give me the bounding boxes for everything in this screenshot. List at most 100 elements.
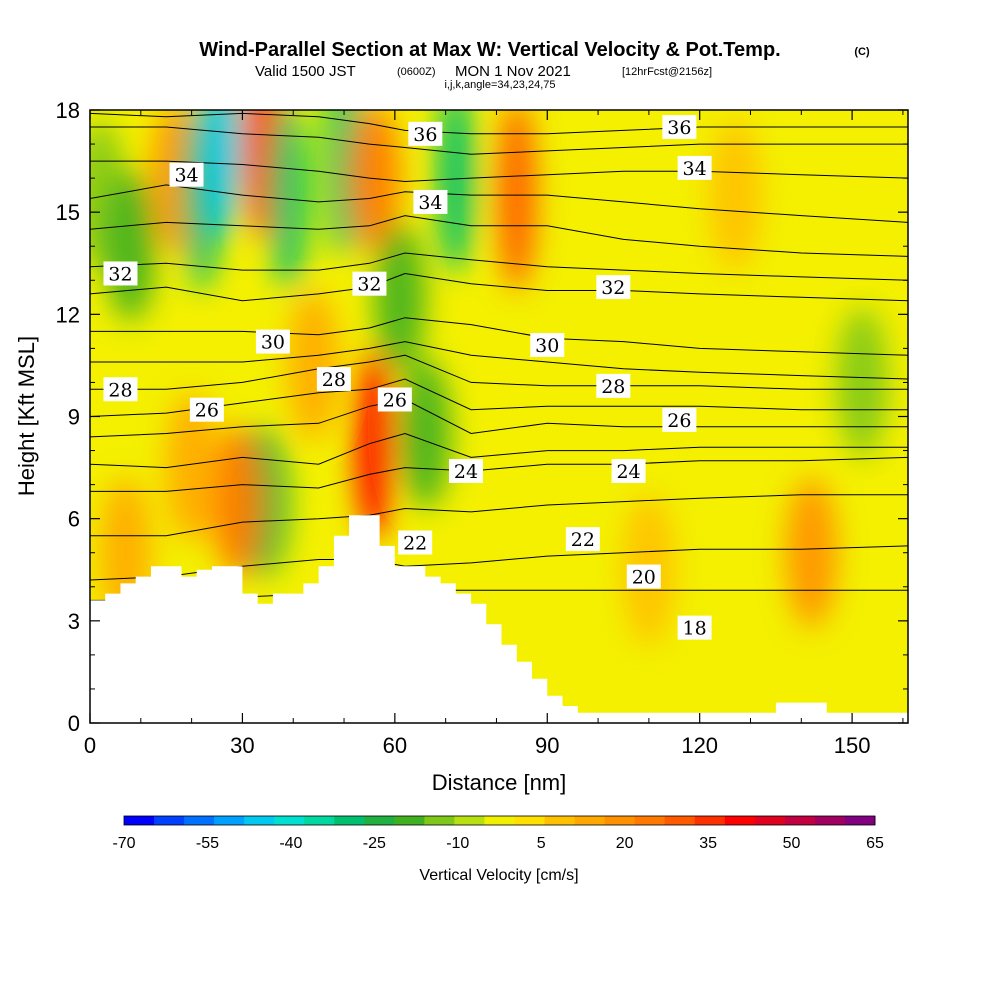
- y-tick-label: 18: [56, 98, 80, 123]
- colorbar-swatch: [334, 816, 365, 825]
- contour-label-box: [103, 377, 138, 402]
- theta-contour-line: [90, 398, 908, 438]
- colorbar-swatch: [364, 816, 395, 825]
- contour-label-box: [596, 373, 631, 398]
- contour-label: 34: [683, 158, 707, 180]
- contour-label-box: [662, 407, 697, 432]
- colorbar-swatch: [814, 816, 846, 825]
- colorbar-tick-label: 5: [537, 835, 546, 852]
- y-tick-label: 15: [56, 200, 80, 225]
- valid-time-prefix: Valid 1500 JST: [255, 63, 356, 80]
- x-tick-label: 30: [230, 733, 254, 758]
- contour-label-box: [626, 564, 661, 589]
- theta-contour-line: [90, 378, 908, 417]
- colorbar-swatch: [754, 816, 786, 825]
- colorbar-swatch: [724, 816, 756, 825]
- w-cell: [104, 171, 157, 322]
- x-tick-label: 150: [834, 733, 871, 758]
- colorbar-swatch: [514, 816, 546, 825]
- contour-label-box: [611, 458, 646, 483]
- w-cell: [836, 307, 889, 458]
- w-cell: [435, 110, 476, 274]
- contour-label: 32: [601, 277, 625, 299]
- contour-label: 18: [683, 618, 707, 640]
- chart-title: Wind-Parallel Section at Max W: Vertical…: [199, 39, 780, 61]
- colorbar-tick-label: -25: [363, 835, 386, 852]
- colorbar-tick-label: 20: [616, 835, 634, 852]
- vertical-velocity-field: [90, 110, 889, 645]
- contour-label: 32: [357, 274, 381, 296]
- copyright-mark: (C): [854, 46, 870, 58]
- colorbar-swatch: [424, 816, 455, 825]
- theta-contour-line: [90, 432, 908, 469]
- theta-contour-line: [90, 341, 908, 380]
- contour-label: 30: [261, 332, 285, 354]
- contour-label-box: [677, 615, 712, 640]
- w-cell: [268, 110, 309, 291]
- x-tick-label: 60: [383, 733, 407, 758]
- theta-contour-line: [90, 272, 908, 302]
- contour-label: 24: [616, 461, 640, 483]
- y-axis-label: Height [Kft MSL]: [14, 336, 39, 496]
- contour-label: 22: [571, 529, 595, 551]
- x-tick-label: 0: [84, 733, 96, 758]
- plot-area: [90, 110, 908, 723]
- y-tick-label: 3: [68, 609, 80, 634]
- colorbar-title: Vertical Velocity [cm/s]: [419, 867, 578, 884]
- contour-label-box: [377, 387, 412, 412]
- contour-label: 30: [535, 335, 559, 357]
- contour-label: 34: [418, 192, 442, 214]
- y-tick-label: 9: [68, 405, 80, 430]
- colorbar-swatch: [544, 816, 576, 825]
- w-cell: [211, 426, 264, 577]
- colorbar-swatch: [784, 816, 816, 825]
- forecast-info: [12hrFcst@2156z]: [622, 66, 712, 78]
- contour-label: 28: [601, 376, 625, 398]
- y-tick-label: 12: [56, 302, 80, 327]
- colorbar-swatch: [124, 816, 155, 825]
- contour-label-box: [677, 155, 712, 180]
- contour-label-box: [596, 275, 631, 300]
- colorbar-tick-label: 35: [699, 835, 717, 852]
- w-cell: [785, 477, 838, 628]
- colorbar-swatch: [454, 816, 485, 825]
- contour-label-box: [413, 189, 448, 214]
- valid-date: MON 1 Nov 2021: [455, 63, 571, 80]
- contour-label: 26: [667, 410, 691, 432]
- contour-label: 24: [454, 461, 478, 483]
- w-cell: [496, 110, 537, 291]
- colorbar-swatch: [634, 816, 666, 825]
- colorbar-swatch: [394, 816, 425, 825]
- colorbar-tick-label: -40: [279, 835, 302, 852]
- colorbar-swatch: [604, 816, 636, 825]
- colorbar-swatch: [244, 816, 275, 825]
- w-cell: [399, 358, 452, 509]
- contour-label: 20: [632, 567, 656, 589]
- colorbar-tick-label: -10: [446, 835, 469, 852]
- colorbar: -70 -55 -40 -25 -10 5 20 35 50 65: [112, 815, 884, 852]
- w-cell: [354, 348, 395, 539]
- w-cell: [709, 120, 762, 271]
- colorbar-swatch: [664, 816, 696, 825]
- valid-time-utc: (0600Z): [397, 66, 436, 78]
- contour-label-box: [565, 527, 600, 552]
- contour-label-box: [530, 332, 565, 357]
- contour-label-box: [103, 261, 138, 286]
- y-tick-label: 0: [68, 711, 80, 736]
- contour-label: 28: [108, 379, 132, 401]
- contour-label: 26: [195, 400, 219, 422]
- contour-label: 36: [413, 124, 437, 146]
- theta-contour-line: [90, 126, 908, 155]
- colorbar-tick-label: 65: [866, 835, 884, 852]
- contour-label: 34: [174, 165, 198, 187]
- w-cell: [202, 110, 243, 240]
- colorbar-swatch: [214, 816, 245, 825]
- colorbar-swatch: [184, 816, 215, 825]
- x-tick-label: 90: [535, 733, 559, 758]
- colorbar-frame: [123, 815, 876, 826]
- contour-label: 26: [383, 389, 407, 411]
- colorbar-swatch: [574, 816, 606, 825]
- colorbar-swatch: [304, 816, 335, 825]
- theta-contour-line: [90, 317, 908, 356]
